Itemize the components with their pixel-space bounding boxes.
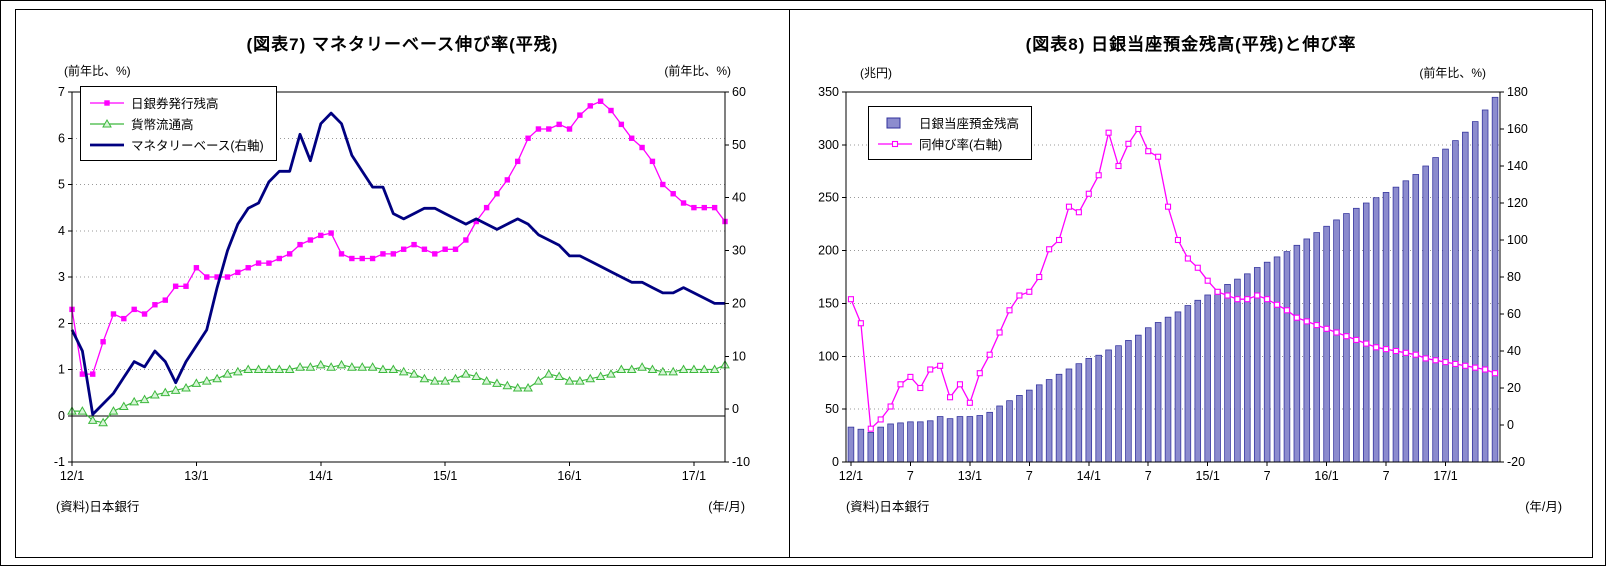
legend-item-1: 貨幣流通高	[89, 113, 264, 134]
figure8-plot-area: 0 50 100 150 200 250 300 350 -20 0 20 40 60 80 100 120 1…	[800, 78, 1582, 490]
svg-text:160: 160	[1507, 122, 1528, 136]
figure7-legend: 日銀券発行残高 貨幣流通高マネタリーベース(右軸)	[80, 86, 277, 161]
legend-item-label: 日銀券発行残高	[131, 97, 219, 111]
figure8-panel: (図表8) 日銀当座預金残高(平残)と伸び率 (兆円) (前年比、%) 0 50 1…	[789, 9, 1593, 558]
figure8-legend: 日銀当座預金残高 同伸び率(右軸)	[868, 106, 1033, 160]
svg-text:4: 4	[58, 224, 65, 238]
figure8-chart: 0 50 100 150 200 250 300 350 -20 0 20 40 60 80 100 120 1…	[818, 85, 1528, 483]
figure7-left-axis-unit: (前年比、%)	[64, 64, 131, 78]
figure8-title: (図表8) 日銀当座預金残高(平残)と伸び率	[1025, 35, 1357, 54]
legend-item-label: マネタリーベース(右軸)	[131, 139, 264, 153]
legend-item-2: マネタリーベース(右軸)	[89, 134, 264, 155]
svg-text:100: 100	[1507, 233, 1528, 247]
figure7-panel: (図表7) マネタリーベース伸び率(平残) (前年比、%) (前年比、%) -1…	[15, 9, 790, 558]
figure7-x-axis-unit: (年/月)	[708, 500, 745, 514]
figure7-plot-area: -1 0 1 2 3 4 5 6 7 -10 0 10 20 30 40 50 60 12/1 13/1 14/1 15…	[26, 78, 779, 490]
svg-text:180: 180	[1507, 85, 1528, 99]
figure7-chart-series-0	[69, 98, 728, 377]
svg-text:1: 1	[58, 363, 65, 377]
svg-text:13/1: 13/1	[184, 469, 208, 483]
svg-text:17/1: 17/1	[1433, 469, 1457, 483]
svg-text:14/1: 14/1	[1077, 469, 1101, 483]
svg-text:14/1: 14/1	[309, 469, 333, 483]
legend-item-0: 日銀当座預金残高	[877, 112, 1019, 133]
svg-text:50: 50	[732, 138, 746, 152]
svg-text:3: 3	[58, 270, 65, 284]
svg-text:17/1: 17/1	[682, 469, 706, 483]
svg-text:0: 0	[732, 402, 739, 416]
legend-item-0: 日銀券発行残高	[89, 92, 264, 113]
figure8-chart-series-0	[847, 96, 1499, 463]
svg-text:0: 0	[1507, 418, 1514, 432]
svg-text:300: 300	[818, 138, 839, 152]
svg-text:7: 7	[1264, 469, 1271, 483]
svg-text:20: 20	[1507, 381, 1521, 395]
svg-text:150: 150	[818, 296, 839, 310]
svg-text:13/1: 13/1	[958, 469, 982, 483]
figure8-right-axis-unit: (前年比、%)	[1419, 66, 1486, 80]
line-marker-swatch-icon	[877, 138, 913, 150]
figure7-source-note: (資料)日本銀行	[56, 500, 140, 514]
svg-text:30: 30	[732, 244, 746, 258]
figure8-left-axis-unit: (兆円)	[860, 66, 892, 80]
bar-swatch-icon	[877, 117, 913, 129]
svg-text:7: 7	[1026, 469, 1033, 483]
svg-text:0: 0	[832, 455, 839, 469]
figure8-chart-gridlines	[846, 144, 1500, 410]
svg-text:60: 60	[1507, 307, 1521, 321]
svg-text:2: 2	[58, 316, 65, 330]
line-marker-swatch-icon	[89, 118, 125, 130]
legend-item-label: 日銀当座預金残高	[919, 117, 1020, 131]
legend-item-1: 同伸び率(右軸)	[877, 133, 1019, 154]
svg-text:7: 7	[1383, 469, 1390, 483]
svg-text:40: 40	[732, 191, 746, 205]
svg-text:20: 20	[732, 296, 746, 310]
svg-text:0: 0	[58, 409, 65, 423]
svg-text:350: 350	[818, 85, 839, 99]
figure8-chart-series-1	[847, 125, 1499, 432]
figure8-x-axis-unit: (年/月)	[1525, 500, 1562, 514]
legend-item-label: 貨幣流通高	[131, 118, 194, 132]
figure8-source-note: (資料)日本銀行	[846, 500, 930, 514]
svg-text:-1: -1	[54, 455, 65, 469]
line-marker-swatch-icon	[89, 139, 125, 151]
svg-text:7: 7	[907, 469, 914, 483]
svg-text:100: 100	[818, 349, 839, 363]
svg-text:-10: -10	[732, 455, 750, 469]
svg-text:80: 80	[1507, 270, 1521, 284]
svg-text:12/1: 12/1	[60, 469, 84, 483]
svg-text:10: 10	[732, 349, 746, 363]
svg-text:15/1: 15/1	[1196, 469, 1220, 483]
figure7-chart-series-2	[70, 111, 725, 416]
svg-text:140: 140	[1507, 159, 1528, 173]
svg-text:60: 60	[732, 85, 746, 99]
figure7-right-axis-unit: (前年比、%)	[664, 64, 731, 78]
svg-text:50: 50	[825, 402, 839, 416]
figure7-chart-series-1	[67, 359, 730, 427]
line-marker-swatch-icon	[89, 97, 125, 109]
legend-item-label: 同伸び率(右軸)	[919, 138, 1003, 152]
svg-text:16/1: 16/1	[557, 469, 581, 483]
svg-text:6: 6	[58, 131, 65, 145]
svg-text:7: 7	[58, 85, 65, 99]
svg-text:120: 120	[1507, 196, 1528, 210]
svg-text:200: 200	[818, 244, 839, 258]
svg-text:12/1: 12/1	[839, 469, 863, 483]
svg-text:-20: -20	[1507, 455, 1525, 469]
svg-text:40: 40	[1507, 344, 1521, 358]
svg-text:5: 5	[58, 178, 65, 192]
svg-text:250: 250	[818, 191, 839, 205]
svg-text:7: 7	[1145, 469, 1152, 483]
svg-text:16/1: 16/1	[1314, 469, 1338, 483]
svg-text:15/1: 15/1	[433, 469, 457, 483]
figure7-title: (図表7) マネタリーベース伸び率(平残)	[246, 35, 559, 54]
